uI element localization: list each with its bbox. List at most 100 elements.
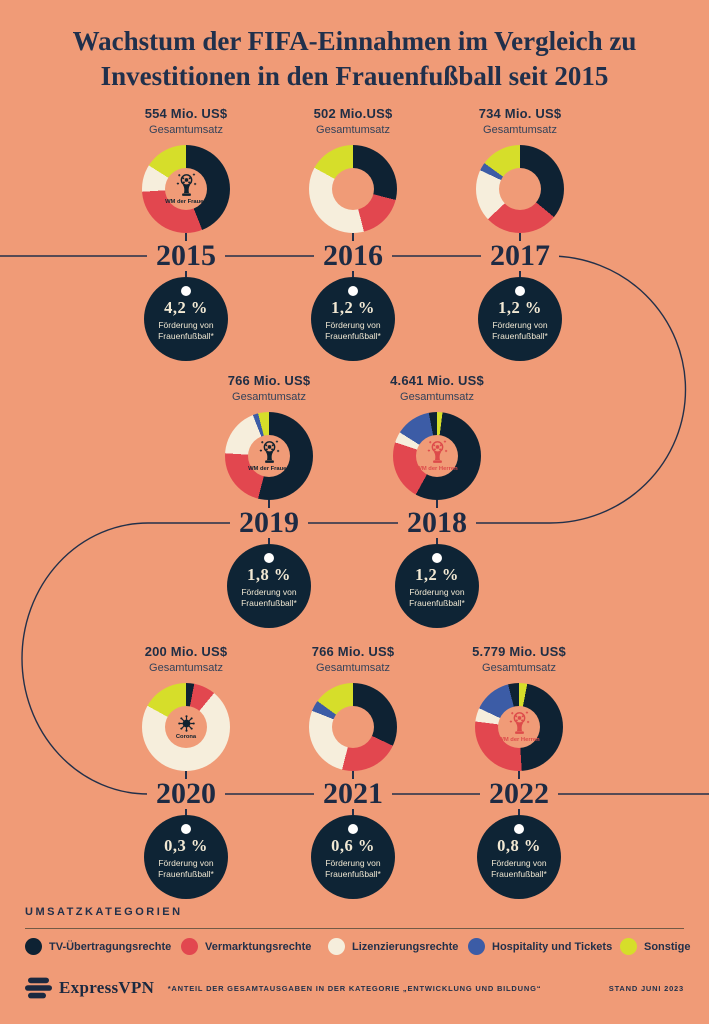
legend-item-label: TV-Übertragungsrechte	[49, 940, 172, 953]
donut-center-label: Corona	[175, 733, 197, 740]
funding-circle: 1,2 % Förderung von Frauenfußball*	[478, 277, 562, 361]
funding-percent: 0,8 %	[497, 836, 541, 855]
donut-center-label: WM der Herren	[498, 736, 540, 743]
tick-mark	[268, 538, 270, 544]
year-column-2017: 734 Mio. US$ Gesamtumsatz 2017 1,2 % För…	[432, 106, 608, 361]
tick-mark	[518, 771, 520, 779]
legend-color-dot	[620, 938, 637, 955]
legend-color-dot	[468, 938, 485, 955]
donut-chart-2015: WM der Frauen	[142, 145, 230, 233]
funding-caption: Förderung von Frauenfußball*	[409, 587, 465, 609]
legend-items: TV-Übertragungsrechte Vermarktungsrechte…	[25, 938, 690, 962]
world-cup-trophy-icon	[176, 173, 196, 196]
funding-circle: 0,8 % Förderung von Frauenfußball*	[477, 815, 561, 899]
donut-chart-2020: Corona	[142, 683, 230, 771]
legend-item-sonstige: Sonstige	[620, 938, 690, 955]
funding-caption: Förderung von Frauenfußball*	[325, 320, 381, 342]
revenue-caption: Gesamtumsatz	[149, 662, 223, 674]
revenue-caption: Gesamtumsatz	[316, 662, 390, 674]
legend-color-dot	[328, 938, 345, 955]
donut-chart-2016	[309, 145, 397, 233]
footer: ExpressVPN *ANTEIL DER GESAMTAUSGABEN IN…	[25, 968, 684, 1008]
funding-percent: 1,2 %	[415, 565, 459, 584]
tick-mark	[436, 500, 438, 508]
revenue-caption: Gesamtumsatz	[482, 662, 556, 674]
donut-hole: WM der Frauen	[248, 435, 290, 477]
funding-circle: 0,6 % Förderung von Frauenfußball*	[311, 815, 395, 899]
revenue-caption: Gesamtumsatz	[316, 124, 390, 136]
legend-color-dot	[25, 938, 42, 955]
donut-chart-2018: WM der Herren	[393, 412, 481, 500]
year-column-2018: 4.641 Mio. US$ Gesamtumsatz WM der Herre…	[349, 373, 525, 628]
year-column-2016: 502 Mio.US$ Gesamtumsatz 2016 1,2 % Förd…	[265, 106, 441, 361]
funding-caption: Förderung von Frauenfußball*	[492, 320, 548, 342]
year-column-2015: 554 Mio. US$ Gesamtumsatz WM der Frauen …	[98, 106, 274, 361]
revenue-value: 200 Mio. US$	[144, 644, 228, 659]
donut-chart-2019: WM der Frauen	[225, 412, 313, 500]
world-cup-trophy-icon	[509, 711, 529, 734]
tick-mark	[268, 500, 270, 508]
year-column-2021: 766 Mio. US$ Gesamtumsatz 2021 0,6 % För…	[265, 644, 441, 899]
legend-item-label: Sonstige	[644, 940, 691, 953]
tick-mark	[519, 271, 521, 277]
year-label: 2015	[147, 241, 225, 271]
pin-dot-icon	[348, 286, 358, 296]
tick-mark	[352, 233, 354, 241]
donut-hole: WM der Herren	[498, 706, 540, 748]
revenue-value: 4.641 Mio. US$	[390, 373, 484, 388]
legend-item-label: Lizenzierungsrechte	[352, 940, 459, 953]
pin-dot-icon	[514, 824, 524, 834]
legend-color-dot	[181, 938, 198, 955]
legend-item-hospitality: Hospitality und Tickets	[468, 938, 612, 955]
donut-chart-2022: WM der Herren	[475, 683, 563, 771]
tick-mark	[185, 233, 187, 241]
year-column-2020: 200 Mio. US$ Gesamtumsatz Corona 2020 0,…	[98, 644, 274, 899]
revenue-value: 502 Mio.US$	[313, 106, 393, 121]
legend-divider	[25, 928, 684, 929]
revenue-value: 766 Mio. US$	[311, 644, 395, 659]
pin-dot-icon	[181, 286, 191, 296]
funding-caption: Förderung von Frauenfußball*	[158, 320, 214, 342]
year-label: 2017	[481, 241, 559, 271]
year-column-2022: 5.779 Mio. US$ Gesamtumsatz WM der Herre…	[431, 644, 607, 899]
revenue-value: 734 Mio. US$	[478, 106, 562, 121]
revenue-caption: Gesamtumsatz	[149, 124, 223, 136]
tick-mark	[352, 771, 354, 779]
funding-circle: 1,2 % Förderung von Frauenfußball*	[395, 544, 479, 628]
funding-circle: 1,8 % Förderung von Frauenfußball*	[227, 544, 311, 628]
tick-mark	[185, 809, 187, 815]
pin-dot-icon	[348, 824, 358, 834]
legend-item-tv: TV-Übertragungsrechte	[25, 938, 171, 955]
legend-heading: UMSATZKATEGORIEN	[25, 906, 183, 918]
donut-chart-2017	[476, 145, 564, 233]
pin-dot-icon	[181, 824, 191, 834]
legend-item-vermarktung: Vermarktungsrechte	[181, 938, 311, 955]
expressvpn-logo-icon	[25, 977, 52, 999]
donut-center-label: WM der Herren	[416, 465, 458, 472]
tick-mark	[352, 809, 354, 815]
revenue-value: 554 Mio. US$	[144, 106, 228, 121]
tick-mark	[185, 771, 187, 779]
funding-percent: 4,2 %	[164, 298, 208, 317]
funding-caption: Förderung von Frauenfußball*	[158, 858, 214, 880]
year-label: 2020	[147, 779, 225, 809]
year-label: 2021	[314, 779, 392, 809]
date-stamp: STAND JUNI 2023	[608, 983, 684, 993]
donut-center-label: WM der Frauen	[165, 198, 207, 205]
donut-hole	[332, 706, 374, 748]
donut-hole	[332, 168, 374, 210]
footnote: *ANTEIL DER GESAMTAUSGABEN IN DER KATEGO…	[167, 983, 542, 993]
pin-dot-icon	[432, 553, 442, 563]
pin-dot-icon	[515, 286, 525, 296]
donut-hole: WM der Frauen	[165, 168, 207, 210]
revenue-caption: Gesamtumsatz	[400, 391, 474, 403]
corona-virus-icon	[177, 714, 195, 732]
funding-caption: Förderung von Frauenfußball*	[325, 858, 381, 880]
legend-item-lizenzierung: Lizenzierungsrechte	[328, 938, 458, 955]
revenue-value: 766 Mio. US$	[227, 373, 311, 388]
donut-hole	[499, 168, 541, 210]
world-cup-trophy-icon	[427, 440, 447, 463]
funding-percent: 1,2 %	[331, 298, 375, 317]
funding-circle: 1,2 % Förderung von Frauenfußball*	[311, 277, 395, 361]
